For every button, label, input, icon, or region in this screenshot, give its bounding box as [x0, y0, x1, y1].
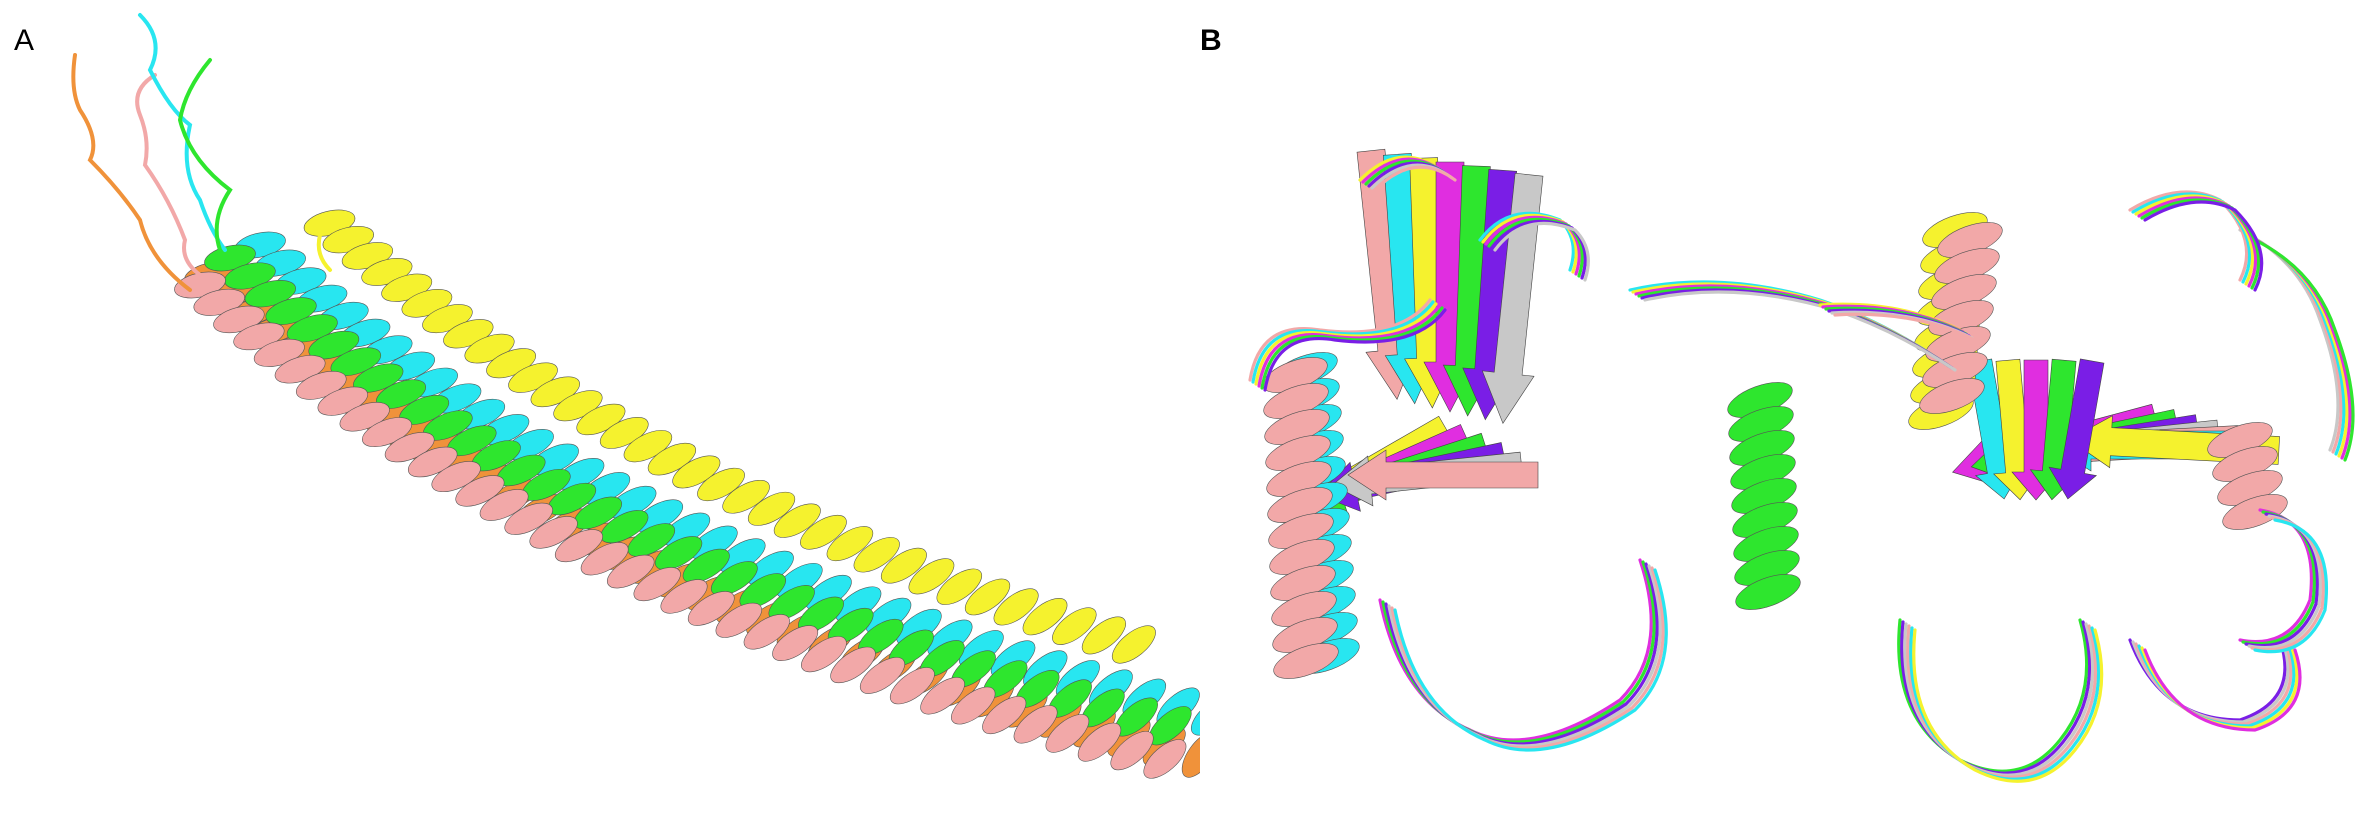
- coil-loop: [1393, 568, 1668, 752]
- panel-b-label: B: [1200, 24, 1222, 57]
- coil-loop: [2253, 238, 2355, 462]
- coil-loop: [1906, 624, 2098, 779]
- coil-loop: [1493, 221, 1590, 282]
- helix-bundle-illustration: [71, 13, 1200, 779]
- coil-loop: [1263, 308, 1447, 392]
- pink-loop: [135, 73, 202, 277]
- green-helix: [204, 244, 1192, 746]
- panel-a-label: A: [14, 24, 35, 57]
- coil-loop: [1909, 626, 2101, 781]
- green-loop: [177, 58, 233, 252]
- yellow-helix: [303, 209, 1156, 664]
- right-small-helix: [2207, 422, 2288, 530]
- panel-b: [1200, 0, 2370, 838]
- coil-loop: [2143, 648, 2302, 732]
- coil-loop: [1897, 618, 2089, 773]
- coil-loop: [1833, 312, 1977, 342]
- right-inner-strand: [2048, 358, 2105, 500]
- panel-a: [71, 13, 1200, 779]
- coil-loop: [1903, 622, 2095, 777]
- coil-loop: [2253, 518, 2328, 654]
- left-beta-strand: [1481, 172, 1544, 424]
- coil-loop: [1900, 620, 2092, 775]
- left-helix-pink: [1262, 357, 1339, 679]
- orange-loop: [71, 53, 192, 292]
- protein-domain-illustration: [1248, 148, 2355, 783]
- coil-loop: [1373, 165, 1457, 192]
- middle-helix-green: [1727, 382, 1801, 610]
- cyan-loop: [138, 13, 227, 252]
- yellow-loop: [316, 233, 332, 272]
- pink-helix: [174, 271, 1187, 779]
- coil-loop: [1912, 628, 2104, 783]
- coil-loop: [2143, 200, 2264, 292]
- left-lower-strand: [1347, 449, 1539, 501]
- coil-loop: [1643, 290, 1957, 372]
- coil-loop: [1390, 566, 1665, 750]
